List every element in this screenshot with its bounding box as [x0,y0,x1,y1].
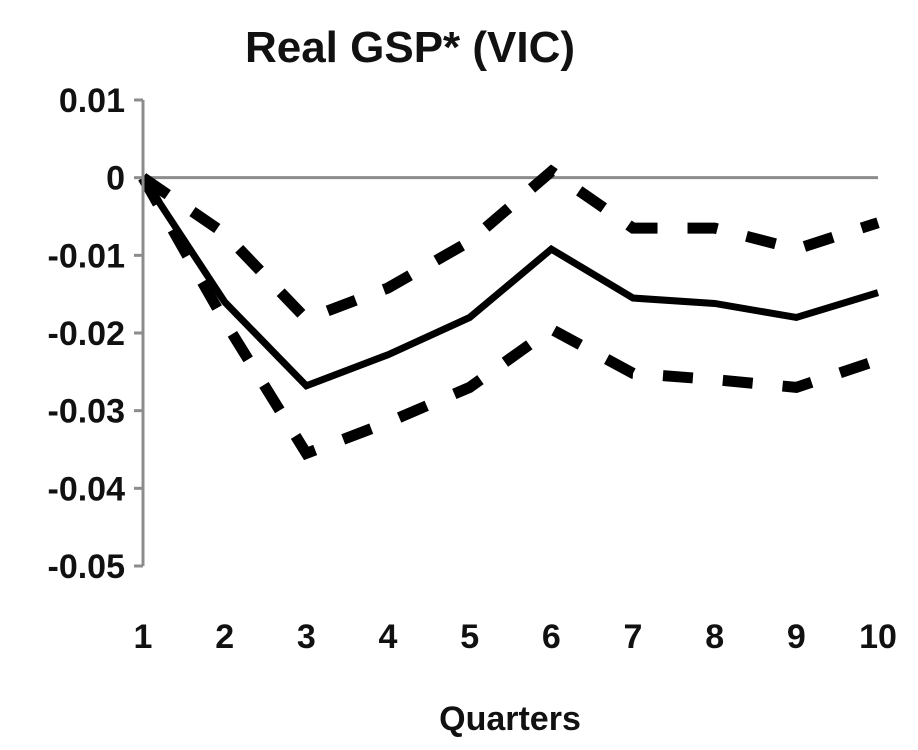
y-tick-label: -0.05 [48,548,126,586]
y-tick-label: -0.02 [48,315,126,353]
axis-layer [134,98,145,568]
y-tick-label: -0.03 [48,393,126,431]
x-tick-labels: 1 2 3 4 5 6 7 8 9 10 [134,618,897,656]
x-tick-label: 10 [859,618,897,656]
x-axis-label: Quarters [439,700,581,738]
y-tick-label: -0.01 [48,237,126,275]
x-tick-label: 6 [542,618,561,656]
x-tick-label: 7 [624,618,643,656]
x-tick-label: 3 [297,618,316,656]
y-tick-labels: 0.01 0 -0.01 -0.02 -0.03 -0.04 -0.05 [48,82,126,586]
x-tick-label: 4 [379,618,398,656]
x-tick-label: 5 [460,618,479,656]
y-tick-label: -0.04 [48,470,126,508]
x-tick-label: 8 [705,618,724,656]
series-line-estimate [140,175,880,390]
y-tick-label: 0.01 [59,82,125,120]
x-tick-label: 1 [134,618,153,656]
series-line-bound [139,164,880,326]
chart-title: Real GSP* (VIC) [245,23,575,72]
series-layer [138,164,880,461]
series-line-bound [138,174,880,461]
x-tick-label: 9 [787,618,806,656]
x-tick-label: 2 [215,618,234,656]
y-tick-label: 0 [106,160,125,198]
